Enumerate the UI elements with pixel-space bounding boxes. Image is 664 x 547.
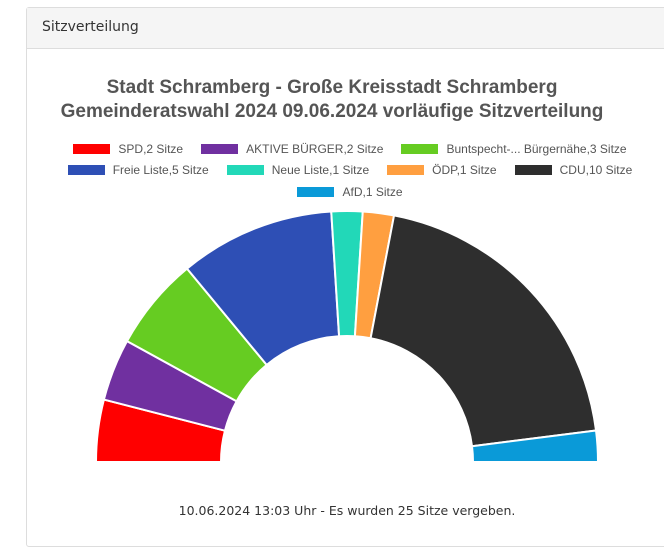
legend-label: Neue Liste,1 Sitze — [271, 163, 370, 177]
segment-afd[interactable] — [470, 429, 600, 463]
legend-item-freie-liste[interactable]: Freie Liste,5 Sitze — [67, 163, 209, 177]
seat-status-text: 10.06.2024 13:03 Uhr - Es wurden 25 Sitz… — [178, 503, 516, 518]
legend-row-2: Freie Liste,5 Sitze Neue Liste,1 Sitze Ö… — [0, 163, 664, 177]
legend-label: Freie Liste,5 Sitze — [112, 163, 209, 177]
legend-item-neue-liste[interactable]: Neue Liste,1 Sitze — [226, 163, 370, 177]
legend-item-oedp[interactable]: ÖDP,1 Sitze — [387, 163, 497, 177]
legend-label: AfD,1 Sitze — [342, 185, 403, 199]
legend-swatch — [67, 165, 105, 175]
legend-item-buntspecht[interactable]: Buntspecht-... Bürgernähe,3 Sitze — [401, 142, 627, 156]
legend-item-cdu[interactable]: CDU,10 Sitze — [514, 163, 633, 177]
legend-item-aktive-buerger[interactable]: AKTIVE BÜRGER,2 Sitze — [201, 142, 383, 156]
legend-swatch — [514, 165, 552, 175]
chart-segments — [94, 210, 600, 463]
chart-title: Stadt Schramberg - Große Kreisstadt Schr… — [106, 77, 558, 98]
chart-subtitle: Gemeinderatswahl 2024 09.06.2024 vorläuf… — [60, 101, 604, 122]
legend-swatch — [387, 165, 425, 175]
legend-label: AKTIVE BÜRGER,2 Sitze — [246, 142, 384, 156]
legend-item-afd[interactable]: AfD,1 Sitze — [297, 185, 403, 199]
segment-cdu[interactable] — [369, 214, 598, 448]
legend-swatch — [401, 144, 439, 154]
legend-row-1: SPD,2 Sitze AKTIVE BÜRGER,2 Sitze Buntsp… — [0, 142, 664, 156]
legend-label: CDU,10 Sitze — [559, 163, 633, 177]
panel-title: Sitzverteilung — [42, 19, 139, 35]
legend-item-spd[interactable]: SPD,2 Sitze — [73, 142, 183, 156]
panel-header: Sitzverteilung — [27, 8, 664, 49]
legend-swatch — [73, 144, 111, 154]
legend-label: Buntspecht-... Bürgernähe,3 Sitze — [446, 142, 627, 156]
legend-label: SPD,2 Sitze — [118, 142, 184, 156]
legend-row-3: AfD,1 Sitze — [0, 185, 664, 199]
legend-swatch — [226, 165, 264, 175]
legend-label: ÖDP,1 Sitze — [432, 163, 497, 177]
legend-swatch — [201, 144, 239, 154]
legend-swatch — [297, 187, 335, 197]
